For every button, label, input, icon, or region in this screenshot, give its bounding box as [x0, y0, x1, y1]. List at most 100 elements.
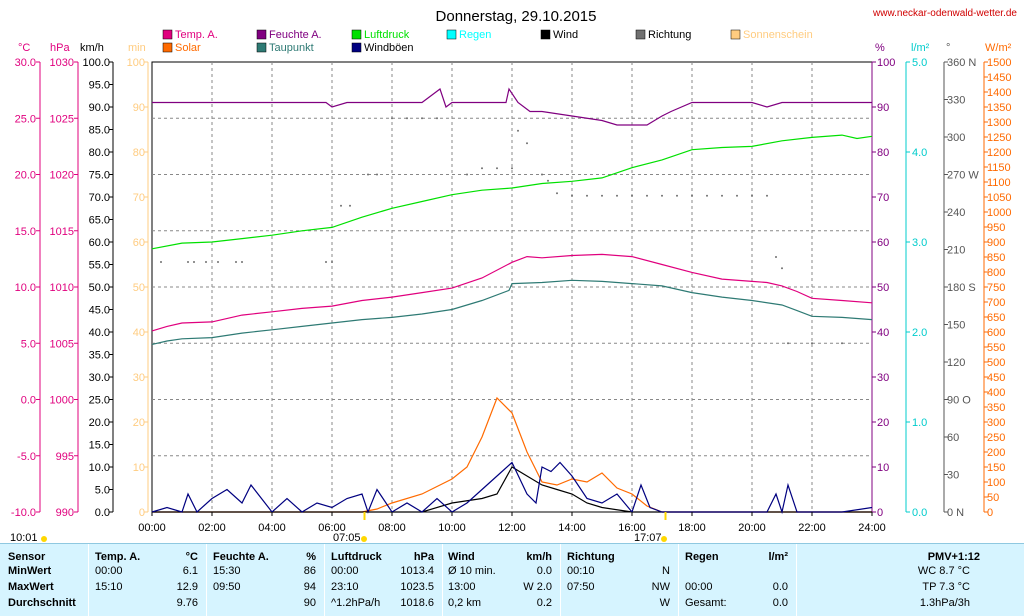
tick-wind: 25.0: [89, 395, 110, 407]
grid: [151, 61, 873, 513]
legend-swatch: [351, 42, 362, 53]
legend-label: Taupunkt: [269, 42, 314, 54]
stats-hum-val: 90: [303, 597, 316, 609]
legend-label: Luftdruck: [364, 29, 410, 41]
direction-dot: [841, 342, 843, 345]
tick-wind: 55.0: [89, 260, 110, 272]
sun-icon: [361, 536, 367, 542]
direction-dot: [466, 173, 468, 176]
tick-wind: 50.0: [89, 282, 110, 294]
direction-dot: [781, 267, 783, 270]
tick-solar: 1300: [987, 117, 1011, 129]
stats-dir-val: W: [659, 597, 670, 609]
tick-direction: 270 W: [947, 170, 979, 182]
stats-header-pmv: PMV+1:12: [927, 551, 980, 563]
direction-dot: [736, 194, 738, 197]
website-link[interactable]: www.neckar-odenwald-wetter.de: [872, 8, 1017, 19]
tick-solar: 1050: [987, 192, 1011, 204]
tick-wind: 60.0: [89, 237, 110, 249]
x-tick-label: 16:00: [618, 522, 646, 534]
stats-dir-val: N: [662, 565, 670, 577]
stats-header-rain-unit: l/m²: [768, 551, 788, 563]
tick-humidity: 40: [877, 327, 889, 339]
tick-direction: 60: [947, 432, 959, 444]
chart-title: Donnerstag, 29.10.2015: [436, 8, 597, 25]
direction-dot: [205, 261, 207, 263]
tick-sun: 40: [133, 327, 145, 339]
tick-temp: 25.0: [15, 113, 36, 125]
x-axis-ticks: 00:00 02:00 04:00 06:00 08:00 10:00 12:00 14:00…: [138, 512, 886, 534]
tick-humidity: 50: [877, 282, 889, 294]
tick-pressure: 1020: [50, 170, 74, 182]
stats-press-time: 23:10: [331, 581, 359, 593]
direction-dot: [496, 167, 498, 170]
legend-label: Feuchte A.: [269, 29, 322, 41]
stats-header-pressure-unit: hPa: [413, 551, 434, 563]
legend-swatch: [256, 29, 267, 40]
stats-wind-desc: 0,2 km: [448, 597, 482, 609]
x-tick-label: 08:00: [378, 522, 406, 534]
stats-header-temp: Temp. A.: [95, 551, 141, 563]
tick-solar: 100: [987, 477, 1005, 489]
stats-rain-time: Gesamt:: [685, 597, 727, 609]
solar-line: [152, 396, 872, 513]
tick-sun: 70: [133, 192, 145, 204]
stats-hum-val: 86: [303, 565, 316, 577]
tick-wind: 70.0: [89, 192, 110, 204]
direction-dot: [691, 194, 693, 197]
unit-label-wind: km/h: [80, 42, 104, 54]
tick-solar: 900: [987, 237, 1005, 249]
tick-solar: 1150: [987, 162, 1011, 174]
direction-dot: [766, 194, 768, 197]
direction-dot: [391, 117, 393, 120]
stats-header-pressure: Luftdruck: [331, 551, 382, 563]
axes: 30.025.020.015.010.05.00.0-5.0-10.010301…: [11, 57, 1012, 519]
wind-line: [152, 466, 872, 513]
stats-label: Durchschnitt: [8, 597, 76, 609]
tick-solar: 1250: [987, 132, 1011, 144]
tick-direction: 90 O: [947, 395, 971, 407]
stats-label: MinWert: [8, 565, 52, 577]
tick-solar: 200: [987, 447, 1005, 459]
plot-area: [151, 87, 873, 515]
tick-temp: 5.0: [21, 338, 36, 350]
direction-dot: [421, 117, 423, 120]
tick-pressure: 1015: [50, 226, 74, 238]
stats-press-val: 1013.4: [400, 565, 434, 577]
legend-label: Solar: [175, 42, 201, 54]
direction-dot: [325, 261, 327, 263]
unit-label-sun: min: [128, 42, 146, 54]
sun-marks: 07:05 17:07 10:01: [10, 512, 667, 543]
tick-solar: 800: [987, 267, 1005, 279]
tick-temp: -10.0: [11, 507, 36, 519]
tick-wind: 0.0: [95, 507, 110, 519]
tick-wind: 45.0: [89, 305, 110, 317]
stats-header-humidity: Feuchte A.: [213, 551, 269, 563]
x-tick-label: 10:00: [438, 522, 466, 534]
direction-dot: [751, 194, 753, 197]
stats-press-time: 00:00: [331, 565, 359, 577]
tick-direction: 360 N: [947, 57, 976, 69]
unit-label-humidity: %: [875, 42, 885, 54]
direction-dot: [367, 173, 369, 176]
left-time-mark: 10:01: [10, 532, 38, 543]
tick-temp: 30.0: [15, 57, 36, 69]
direction-dot: [556, 192, 558, 195]
unit-label-pressure: hPa: [50, 42, 70, 54]
direction-dot: [511, 167, 513, 170]
stats-header-direction: Richtung: [567, 551, 615, 563]
direction-dot: [571, 194, 573, 197]
direction-dot: [193, 261, 195, 263]
stats-rain-time: 00:00: [685, 581, 713, 593]
stats-temp-val: 9.76: [176, 597, 198, 609]
stats-pmv: TP 7.3 °C: [922, 581, 970, 593]
tick-solar: 550: [987, 342, 1005, 354]
direction-dot: [775, 256, 777, 258]
stats-label: MaxWert: [8, 581, 54, 593]
tick-solar: 700: [987, 297, 1005, 309]
tick-wind: 85.0: [89, 125, 110, 137]
gust-line: [151, 461, 873, 515]
tick-direction: 150: [947, 320, 965, 332]
tick-wind: 5.0: [95, 485, 110, 497]
direction-dot: [787, 342, 789, 345]
